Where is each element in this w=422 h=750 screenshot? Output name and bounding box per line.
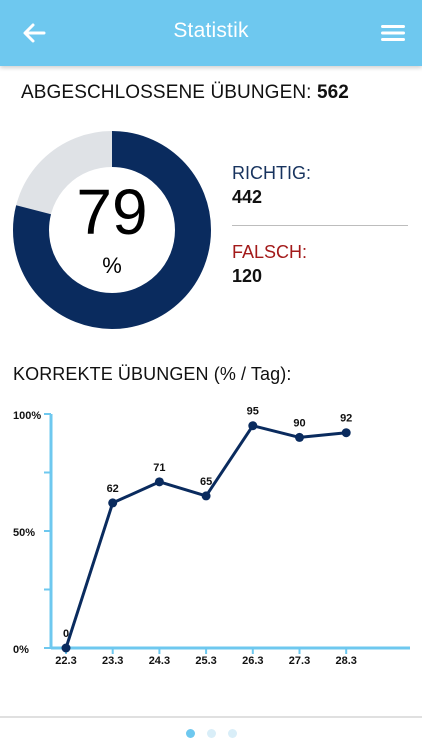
data-point [341,428,351,438]
hamburger-menu-icon [381,25,405,41]
completed-exercises-summary: ABGESCHLOSSENE ÜBUNGEN: 562 [21,82,349,104]
data-point [248,421,258,431]
correct-count: 442 [232,187,263,207]
menu-button[interactable] [378,19,408,47]
bottom-divider [0,716,422,718]
chart-title: KORREKTE ÜBUNGEN (% / Tag): [13,364,292,384]
data-point [295,432,304,442]
y-tick-label: 100% [13,410,41,422]
data-label: 0 [63,628,69,640]
success-rate-donut [13,131,211,329]
data-label: 62 [107,483,119,495]
data-label: 90 [293,417,305,429]
data-point [154,477,164,487]
x-tick-label: 26.3 [242,655,263,667]
data-label: 92 [340,413,352,425]
x-tick-label: 25.3 [195,655,216,667]
correct-label: RICHTIG: [232,163,311,183]
page-dot[interactable] [185,729,195,738]
success-rate-unit: % [102,253,122,278]
data-label: 71 [153,462,165,474]
wrong-label: FALSCH: [232,242,308,262]
page-title: Statistik [173,19,249,42]
back-button[interactable] [18,17,50,49]
page-dot[interactable] [206,729,216,738]
y-tick-label: 0% [13,644,29,656]
data-point [201,491,211,501]
data-point [61,643,71,653]
completed-exercises-count: 562 [316,82,349,103]
x-tick-label: 23.3 [102,655,123,667]
arrow-left-icon [23,23,46,43]
x-tick-label: 28.3 [335,655,356,667]
data-label: 95 [247,406,259,418]
data-label: 65 [200,476,212,488]
data-point [108,498,118,508]
y-tick-label: 50% [13,527,35,539]
x-tick-label: 22.3 [55,655,76,667]
app-header: Statistik [0,0,422,66]
series-line [64,424,347,649]
success-rate-value: 79 [76,176,148,248]
wrong-count: 120 [232,266,263,286]
page-indicator [0,729,422,738]
x-tick-label: 27.3 [289,655,310,667]
page-dot[interactable] [227,729,237,738]
x-tick-label: 24.3 [149,655,170,667]
daily-correct-line-chart: 100% 50% 0% 22.3 23.3 24.3 25.3 26.3 27.3 28.3 0 62… [13,406,410,667]
completed-exercises-label: ABGESCHLOSSENE ÜBUNGEN: [21,82,312,103]
donut-correct-ring [13,131,211,329]
stats-divider [232,225,408,226]
